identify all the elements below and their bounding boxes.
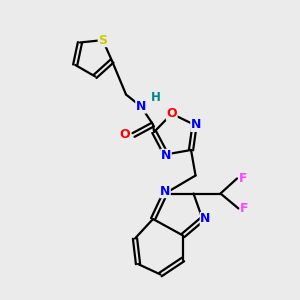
Text: F: F [239, 172, 247, 185]
Text: N: N [191, 118, 201, 131]
Text: O: O [119, 128, 130, 142]
Text: S: S [98, 34, 107, 46]
Text: N: N [161, 149, 171, 162]
Text: F: F [240, 202, 249, 215]
Text: N: N [200, 212, 211, 226]
Text: O: O [167, 107, 177, 120]
Text: N: N [160, 184, 170, 198]
Text: H: H [151, 91, 161, 104]
Text: N: N [136, 100, 146, 113]
